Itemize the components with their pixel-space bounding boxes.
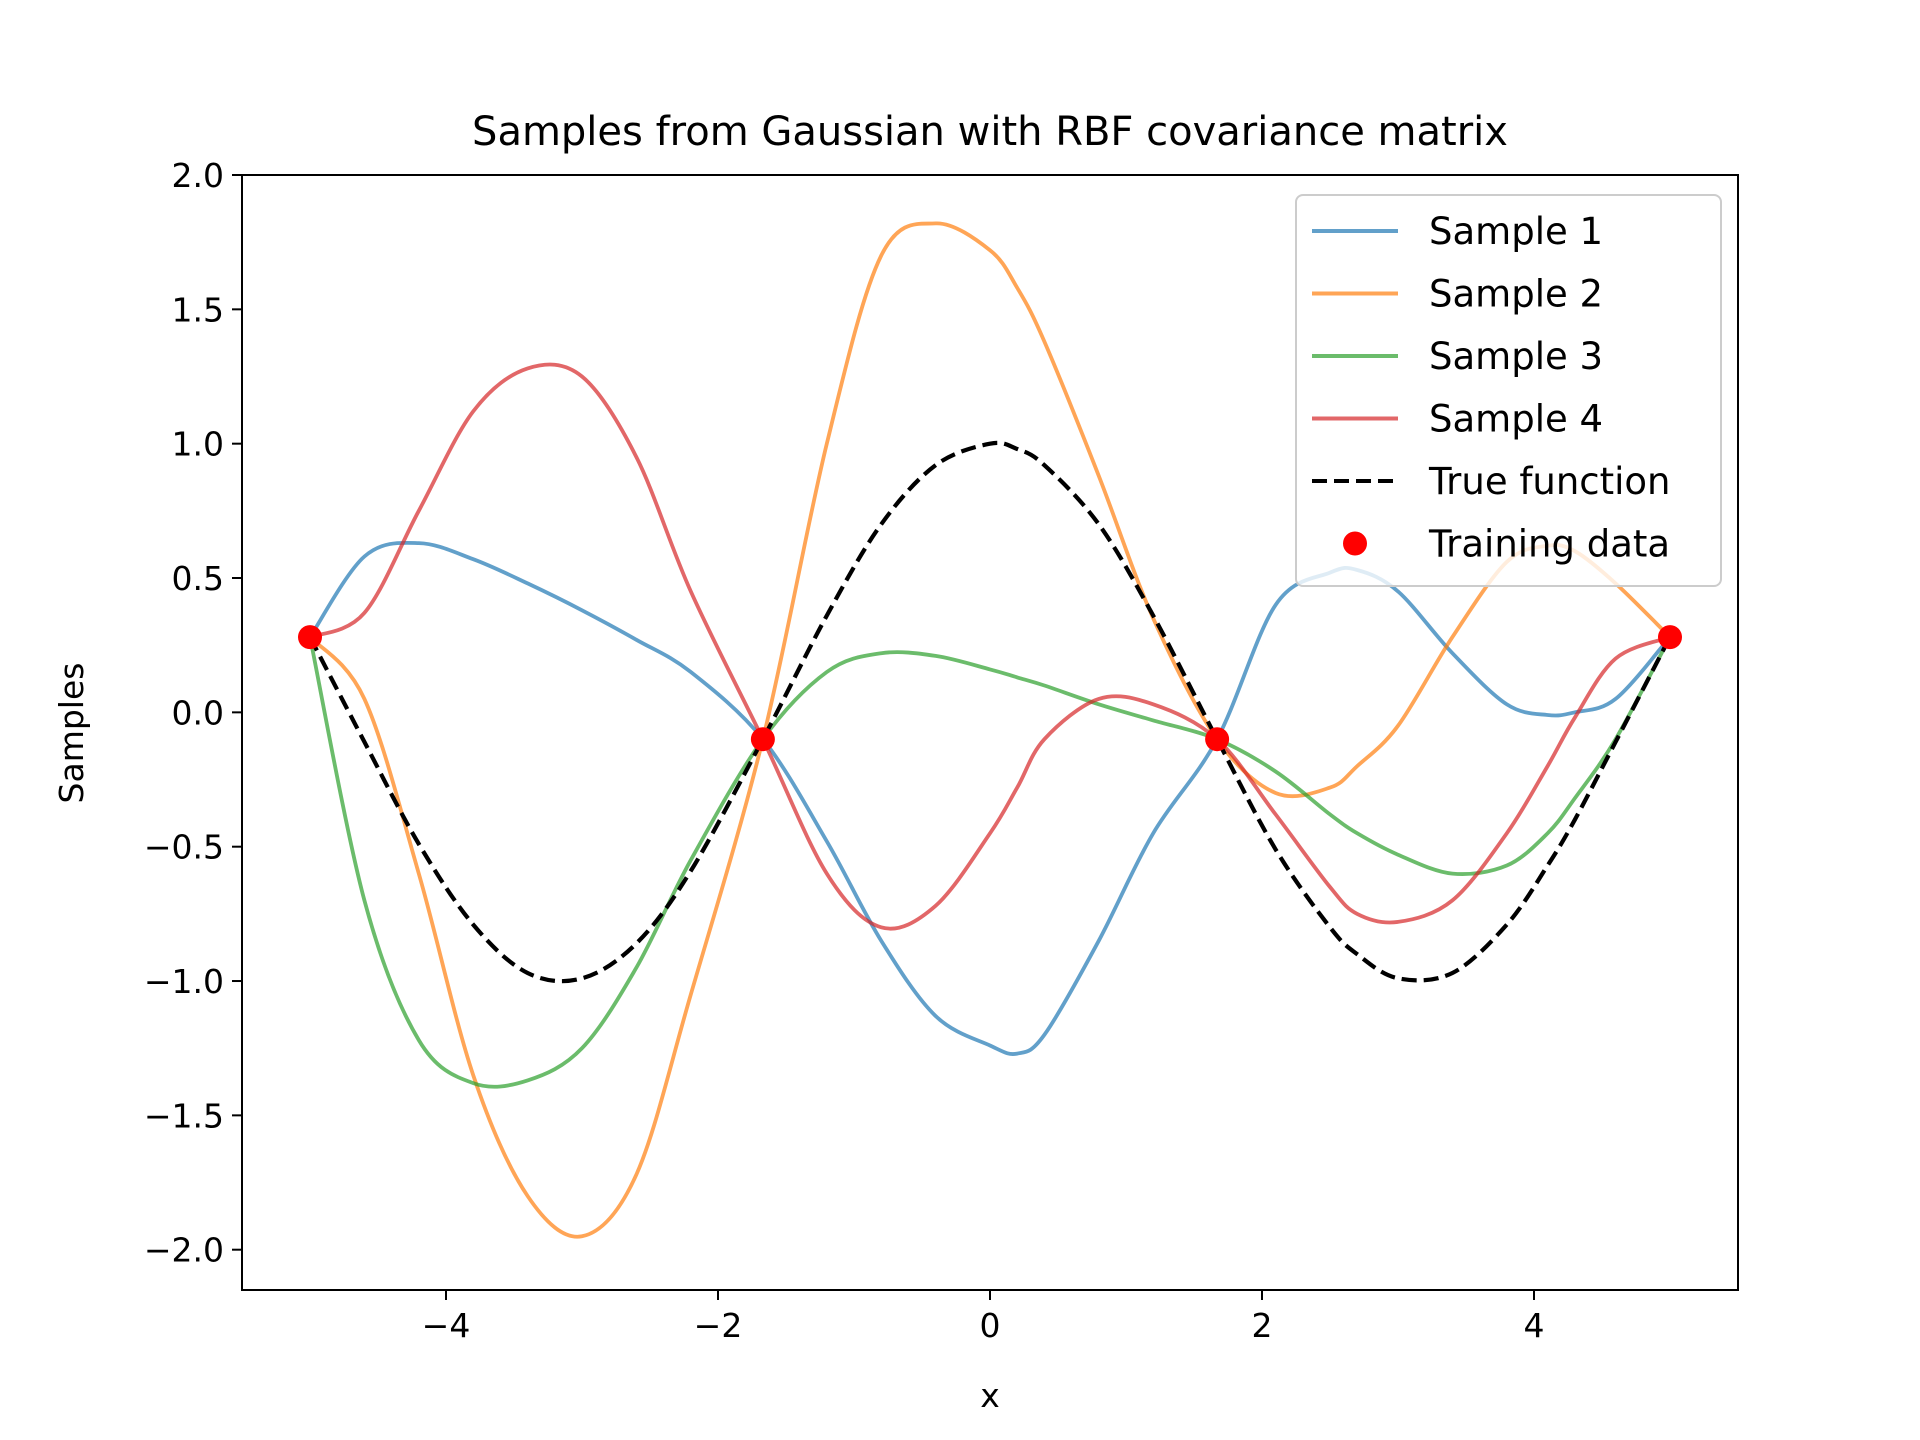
legend-label: Sample 2 bbox=[1429, 273, 1603, 316]
y-axis-label: Samples bbox=[52, 663, 91, 804]
legend-label: Sample 3 bbox=[1429, 335, 1603, 378]
x-tick-label: 2 bbox=[1252, 1306, 1273, 1345]
y-tick-label: −1.0 bbox=[144, 962, 224, 1001]
y-tick-label: 0.0 bbox=[172, 693, 224, 732]
legend-box bbox=[1295, 194, 1722, 587]
legend-label: Sample 1 bbox=[1429, 210, 1603, 253]
y-tick-label: −0.5 bbox=[144, 828, 224, 867]
training-data-point bbox=[750, 727, 775, 752]
legend-label: Training data bbox=[1428, 523, 1670, 566]
plot-area bbox=[298, 221, 1682, 1239]
axes: −4 −2 0 2 4 2.0 1.5 1.0 0.5 0.0 −0.5 −1.0 −1.5 −2.0 bbox=[144, 156, 1739, 1345]
x-axis-label: x bbox=[980, 1376, 1000, 1415]
chart-title: Samples from Gaussian with RBF covarianc… bbox=[472, 109, 1508, 155]
legend: Sample 1 Sample 2 Sample 3 Sample 4 True fun… bbox=[1295, 194, 1722, 587]
series-line-3 bbox=[308, 636, 1672, 1089]
x-tick-label: −2 bbox=[694, 1306, 743, 1345]
y-tick-label: 1.5 bbox=[172, 290, 224, 329]
training-data-point bbox=[1205, 727, 1230, 752]
legend-label: Sample 4 bbox=[1429, 398, 1603, 441]
y-tick-label: −2.0 bbox=[144, 1231, 224, 1270]
y-tick-label: 2.0 bbox=[172, 156, 224, 195]
series-line-1 bbox=[308, 540, 1672, 1056]
x-tick-label: −4 bbox=[422, 1306, 471, 1345]
legend-marker bbox=[1343, 531, 1367, 556]
training-data-point bbox=[1658, 625, 1682, 650]
series-line-5 bbox=[308, 440, 1672, 984]
training-data-point bbox=[298, 625, 322, 650]
y-tick-label: −1.5 bbox=[144, 1096, 224, 1135]
x-tick-label: 4 bbox=[1524, 1306, 1545, 1345]
legend-label: True function bbox=[1428, 460, 1671, 503]
y-tick-label: 1.0 bbox=[172, 425, 224, 464]
y-tick-label: 0.5 bbox=[172, 559, 224, 598]
x-tick-label: 0 bbox=[980, 1306, 1001, 1345]
series-line-2 bbox=[308, 221, 1672, 1239]
series-line-4 bbox=[309, 362, 1671, 931]
